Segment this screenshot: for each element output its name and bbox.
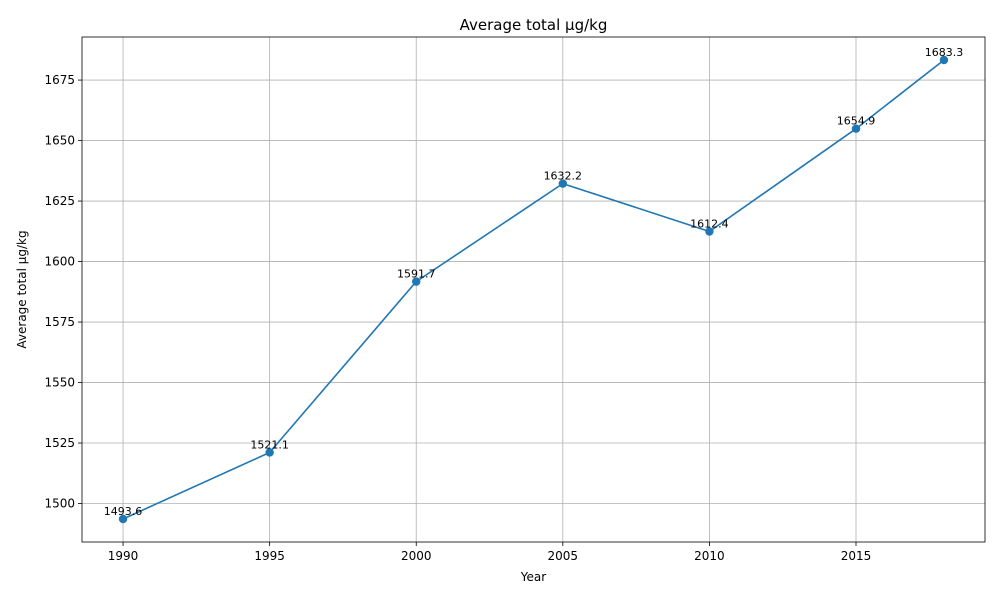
data-value-label: 1591.7 xyxy=(397,268,436,281)
chart-title: Average total µg/kg xyxy=(460,16,608,34)
data-point xyxy=(412,277,421,286)
x-tick-label: 2005 xyxy=(548,549,579,563)
y-tick-label: 1625 xyxy=(44,194,75,208)
data-point xyxy=(118,514,128,524)
data-value-label: 1654.9 xyxy=(837,115,876,128)
data-labels: 1493.6 1521.1 1591.7 1632.2 1612.4 1654.9 1683… xyxy=(104,46,963,518)
data-value-label: 1612.4 xyxy=(690,218,729,231)
series-line xyxy=(122,59,945,520)
y-tick-label: 1525 xyxy=(44,436,75,450)
grid xyxy=(82,37,985,542)
y-tick-label: 1675 xyxy=(44,73,75,87)
data-value-label: 1632.2 xyxy=(544,170,583,183)
data-point xyxy=(558,179,568,188)
y-tick-label: 1575 xyxy=(44,315,75,329)
data-value-label: 1493.6 xyxy=(104,505,143,518)
y-axis-label: Average total µg/kg xyxy=(15,230,29,348)
x-tick-label: 2010 xyxy=(694,549,725,563)
x-tick-label: 2015 xyxy=(841,549,872,563)
plot-area-frame xyxy=(81,36,986,543)
data-point xyxy=(851,124,861,133)
x-tick-label: 1995 xyxy=(254,549,285,563)
y-tick-label: 1550 xyxy=(44,376,75,390)
data-value-label: 1683.3 xyxy=(925,46,964,59)
axis-ticks: 1990 1995 2000 2005 2010 2015 1500 1525 1550 1575… xyxy=(44,73,871,563)
data-value-label: 1521.1 xyxy=(250,438,289,451)
x-tick-label: 1990 xyxy=(108,549,139,563)
y-tick-label: 1500 xyxy=(44,497,75,511)
x-tick-label: 2000 xyxy=(401,549,432,563)
data-point xyxy=(705,227,714,236)
data-point xyxy=(939,55,949,65)
x-axis-label: Year xyxy=(520,570,546,584)
y-tick-label: 1650 xyxy=(44,134,75,148)
y-tick-label: 1600 xyxy=(44,255,75,269)
data-point xyxy=(265,448,274,457)
series-group xyxy=(118,55,949,524)
